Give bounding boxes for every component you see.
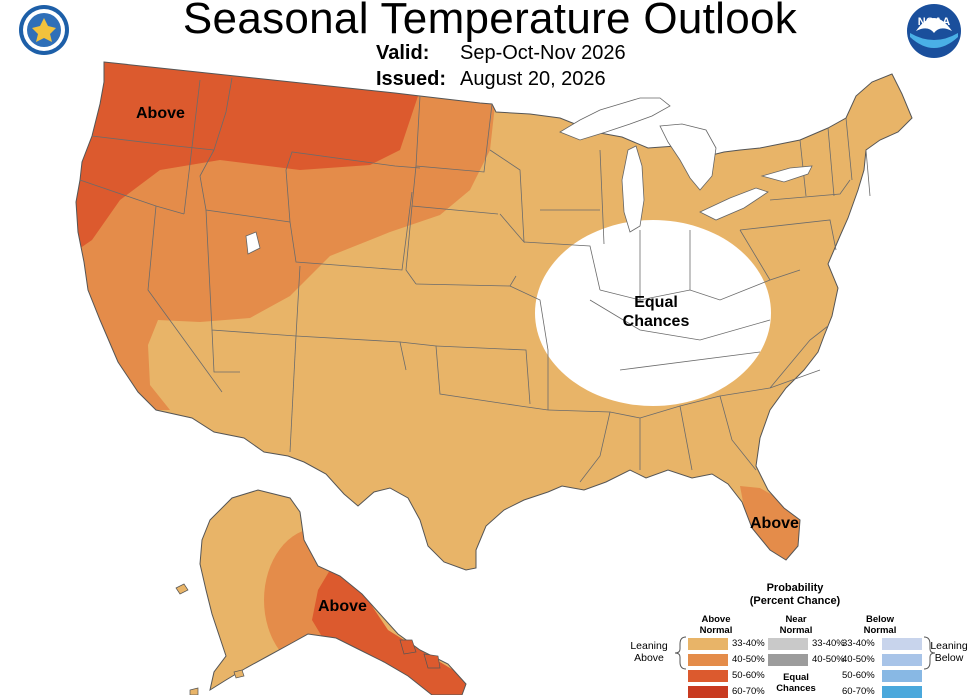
legend-leaning-above-1: Leaning	[630, 640, 668, 652]
valid-line: Valid: Sep-Oct-Nov 2026	[376, 42, 626, 65]
legend-swatch-above-60-70	[688, 686, 728, 698]
label-alaska-above: Above	[318, 598, 367, 615]
issued-line: Issued: August 20, 2026	[376, 68, 606, 91]
doc-seal-icon	[19, 5, 69, 55]
legend-near-40-50: 40-50%	[812, 654, 845, 665]
legend-above-header: Above Normal	[686, 614, 746, 636]
legend-below-header-2: Normal	[863, 625, 897, 636]
legend-swatch-below-33-40	[882, 638, 922, 650]
probability-legend: Probability (Percent Chance) Above Norma…	[620, 580, 980, 698]
legend-above-header-1: Above	[701, 614, 731, 625]
legend-swatch-above-40-50	[688, 654, 728, 666]
valid-label: Valid:	[376, 42, 430, 64]
legend-equal-2: Chances	[776, 683, 816, 694]
legend-swatch-below-40-50	[882, 654, 922, 666]
legend-leaning-below-2: Below	[934, 652, 964, 664]
label-florida-above: Above	[750, 515, 799, 532]
noaa-logo-text: NOAA	[918, 16, 950, 28]
legend-near-header-2: Normal	[779, 625, 813, 636]
legend-leaning-above-2: Above	[634, 652, 664, 664]
legend-swatch-above-50-60	[688, 670, 728, 682]
map-title: Seasonal Temperature Outlook	[182, 0, 798, 43]
legend-brace-left-icon	[674, 636, 687, 670]
legend-below-header-1: Below	[866, 614, 894, 625]
legend-near-header-1: Near	[785, 614, 807, 625]
legend-swatch-below-60-70	[882, 686, 922, 698]
legend-equal-chances: Equal Chances	[766, 672, 826, 694]
legend-swatch-near-40-50	[768, 654, 808, 666]
legend-title-line2: (Percent Chance)	[749, 595, 841, 607]
label-northwest-above: Above	[136, 105, 185, 122]
legend-leaning-above: Leaning Above	[622, 640, 676, 664]
legend-leaning-below-1: Leaning	[930, 640, 968, 652]
legend-near-header: Near Normal	[766, 614, 826, 636]
legend-above-40-50: 40-50%	[732, 654, 765, 665]
legend-near-33-40: 33-40%	[812, 638, 845, 649]
issued-value: August 20, 2026	[460, 68, 606, 90]
legend-below-40-50: 40-50%	[842, 654, 875, 665]
legend-below-33-40: 33-40%	[842, 638, 875, 649]
equal-chances-line1: Equal	[634, 294, 678, 311]
legend-swatch-below-50-60	[882, 670, 922, 682]
legend-below-header: Below Normal	[850, 614, 910, 636]
legend-equal-1: Equal	[783, 672, 809, 683]
issued-label: Issued:	[376, 68, 447, 90]
legend-title-line1: Probability	[766, 582, 824, 594]
legend-below-60-70: 60-70%	[842, 686, 875, 697]
legend-swatch-above-33-40	[688, 638, 728, 650]
legend-above-33-40: 33-40%	[732, 638, 765, 649]
legend-below-50-60: 50-60%	[842, 670, 875, 681]
legend-leaning-below: Leaning Below	[922, 640, 976, 664]
legend-above-50-60: 50-60%	[732, 670, 765, 681]
legend-brace-right-icon	[923, 636, 936, 670]
legend-above-header-2: Normal	[699, 625, 733, 636]
legend-title: Probability (Percent Chance)	[730, 582, 860, 608]
noaa-logo-icon: NOAA	[907, 4, 961, 58]
legend-swatch-near-33-40	[768, 638, 808, 650]
equal-chances-line2: Chances	[622, 313, 690, 330]
valid-value: Sep-Oct-Nov 2026	[460, 42, 626, 64]
legend-above-60-70: 60-70%	[732, 686, 765, 697]
label-equal-chances: Equal Chances	[612, 293, 700, 331]
